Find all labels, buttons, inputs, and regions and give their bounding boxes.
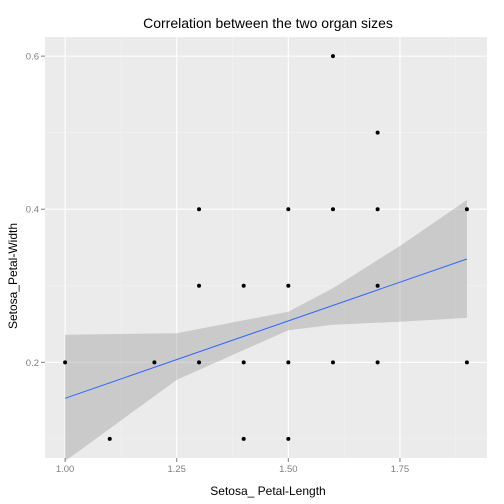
x-tick-label: 1.75	[391, 464, 410, 475]
x-tick-label: 1.50	[279, 464, 298, 475]
major-gridlines	[45, 37, 487, 458]
regression-line	[64, 258, 468, 399]
data-point	[197, 283, 202, 288]
data-point	[330, 360, 335, 365]
data-point	[107, 436, 112, 441]
y-tick-label: 0.6	[26, 52, 39, 63]
y-axis-ticks: 0.2 0.4 0.6	[26, 52, 45, 369]
data-point	[286, 436, 291, 441]
data-point	[241, 360, 246, 365]
y-axis-title: Setosa_Petal-Width	[6, 223, 20, 329]
confidence-band	[65, 200, 467, 462]
y-tick-label: 0.4	[26, 205, 39, 216]
data-point	[197, 360, 202, 365]
data-point	[286, 207, 291, 212]
data-point	[375, 130, 380, 135]
x-axis-ticks: 1.00 1.25 1.50 1.75	[56, 458, 409, 475]
data-point	[197, 207, 202, 212]
data-point	[330, 54, 335, 59]
x-tick-label: 1.25	[167, 464, 186, 475]
data-point	[330, 207, 335, 212]
data-point	[152, 360, 157, 365]
x-axis-title: Setosa_ Petal-Length	[210, 484, 325, 498]
plot-panel	[45, 37, 487, 458]
y-tick-label: 0.2	[26, 358, 39, 369]
data-point	[375, 283, 380, 288]
data-point	[241, 283, 246, 288]
data-point	[375, 207, 380, 212]
chart-title: Correlation between the two organ sizes	[143, 15, 393, 31]
data-point	[241, 436, 246, 441]
data-point	[375, 360, 380, 365]
data-point	[286, 283, 291, 288]
minor-gridlines	[45, 37, 487, 458]
x-tick-label: 1.00	[56, 464, 75, 475]
data-point	[464, 207, 469, 212]
data-points	[63, 54, 469, 441]
data-point	[286, 360, 291, 365]
data-point	[63, 360, 68, 365]
data-point	[464, 360, 469, 365]
